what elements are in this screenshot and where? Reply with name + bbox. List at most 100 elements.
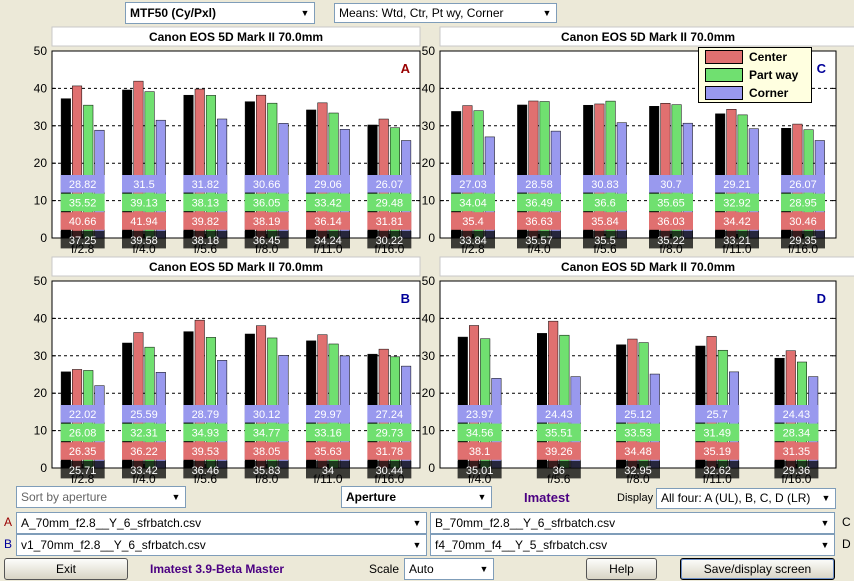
value-label-bg-corner xyxy=(244,405,289,423)
value-label-bg-center xyxy=(122,442,166,460)
value-label-center: 36.03 xyxy=(657,216,685,228)
y-tick-label: 0 xyxy=(40,231,47,245)
value-label-bg-overall xyxy=(715,230,759,249)
y-tick-label: 40 xyxy=(34,311,48,325)
file-c-select[interactable]: B_70mm_f2.8__Y_6_sfrbatch.csv ▼ xyxy=(430,512,835,534)
value-label-bg-center xyxy=(715,212,759,230)
legend-swatch-corner xyxy=(705,86,743,100)
value-label-center: 41.94 xyxy=(130,216,158,228)
file-a-select[interactable]: A_70mm_f2.8__Y_6_sfrbatch.csv ▼ xyxy=(16,512,427,534)
axis-select[interactable]: Aperture ▼ xyxy=(341,486,492,508)
y-tick-label: 20 xyxy=(34,156,48,170)
value-label-bg-overall xyxy=(451,230,495,249)
value-label-bg-part-way xyxy=(774,423,819,442)
value-label-bg-overall xyxy=(367,460,412,479)
y-tick-label: 40 xyxy=(422,311,436,325)
file-d-select[interactable]: f4_70mm_f4__Y_5_sfrbatch.csv ▼ xyxy=(430,534,835,556)
value-label-overall: 32.62 xyxy=(703,465,731,477)
value-label-bg-corner xyxy=(244,175,289,193)
value-label-bg-center xyxy=(451,212,495,230)
value-label-part-way: 33.53 xyxy=(624,428,652,440)
exit-button[interactable]: Exit xyxy=(4,558,128,580)
value-label-part-way: 32.31 xyxy=(130,428,158,440)
value-label-bg-center xyxy=(536,442,581,460)
value-label-overall: 33.84 xyxy=(459,235,487,247)
value-label-bg-part-way xyxy=(517,193,561,212)
file-d-letter: D xyxy=(842,537,851,551)
sort-select-value: Sort by aperture xyxy=(21,490,108,504)
value-label-bg-overall xyxy=(244,460,289,479)
y-tick-label: 40 xyxy=(422,81,436,95)
value-label-part-way: 34.77 xyxy=(253,428,281,440)
help-button[interactable]: Help xyxy=(586,558,657,580)
value-label-center: 39.26 xyxy=(545,446,573,458)
value-label-corner: 25.59 xyxy=(130,409,158,421)
value-label-corner: 29.06 xyxy=(314,179,342,191)
chart-title: Canon EOS 5D Mark II 70.0mm xyxy=(149,260,323,274)
panel-letter: D xyxy=(817,291,826,306)
y-tick-label: 10 xyxy=(34,424,48,438)
y-tick-label: 30 xyxy=(422,349,436,363)
value-label-bg-corner xyxy=(695,405,740,423)
y-tick-label: 10 xyxy=(422,424,436,438)
version-label: Imatest 3.9-Beta Master xyxy=(150,562,285,576)
means-select-value: Means: Wtd, Ctr, Pt wy, Corner xyxy=(339,6,504,20)
chart-title: Canon EOS 5D Mark II 70.0mm xyxy=(149,30,323,44)
chevron-down-icon: ▼ xyxy=(409,514,425,532)
value-label-center: 39.53 xyxy=(192,446,220,458)
value-label-bg-overall xyxy=(774,460,819,479)
value-label-bg-center xyxy=(583,212,627,230)
y-tick-label: 50 xyxy=(34,274,48,288)
value-label-part-way: 34.93 xyxy=(192,428,220,440)
value-label-corner: 30.83 xyxy=(591,179,619,191)
value-label-center: 30.46 xyxy=(789,216,817,228)
value-label-overall: 32.95 xyxy=(624,465,652,477)
value-label-corner: 27.03 xyxy=(459,179,487,191)
y-tick-label: 10 xyxy=(422,194,436,208)
chart-panel-a: Canon EOS 5D Mark II 70.0mm01020304050f/… xyxy=(34,26,421,255)
value-label-bg-center xyxy=(517,212,561,230)
value-label-bg-center xyxy=(649,212,693,230)
display-select-value: All four: A (UL), B, C, D (LR) xyxy=(661,491,811,505)
value-label-corner: 30.66 xyxy=(253,179,281,191)
value-label-part-way: 34.04 xyxy=(459,198,487,210)
value-label-bg-part-way xyxy=(60,193,105,212)
value-label-bg-center xyxy=(367,442,412,460)
value-label-center: 36.22 xyxy=(130,446,158,458)
metric-select-value: MTF50 (Cy/Pxl) xyxy=(130,6,217,20)
display-select[interactable]: All four: A (UL), B, C, D (LR) ▼ xyxy=(656,488,836,509)
value-label-bg-part-way xyxy=(306,193,350,212)
plot-area xyxy=(51,50,421,239)
value-label-bg-center xyxy=(695,442,740,460)
value-label-corner: 30.7 xyxy=(660,179,681,191)
sort-select[interactable]: Sort by aperture ▼ xyxy=(16,486,186,508)
value-label-corner: 28.79 xyxy=(192,409,220,421)
axis-select-value: Aperture xyxy=(346,490,397,504)
value-label-bg-part-way xyxy=(306,423,350,442)
value-label-overall: 29.35 xyxy=(789,235,817,247)
value-label-bg-overall xyxy=(695,460,740,479)
scale-select[interactable]: Auto ▼ xyxy=(404,558,494,580)
value-label-center: 26.35 xyxy=(69,446,97,458)
scale-select-value: Auto xyxy=(409,562,434,576)
value-label-part-way: 28.34 xyxy=(783,428,811,440)
save-display-button[interactable]: Save/display screen xyxy=(680,558,835,580)
value-label-bg-corner xyxy=(306,405,350,423)
value-label-bg-center xyxy=(122,212,166,230)
value-label-overall: 35.01 xyxy=(466,465,494,477)
value-label-corner: 22.02 xyxy=(69,409,97,421)
metric-select[interactable]: MTF50 (Cy/Pxl) ▼ xyxy=(125,2,315,24)
value-label-bg-part-way xyxy=(60,423,105,442)
means-select[interactable]: Means: Wtd, Ctr, Pt wy, Corner ▼ xyxy=(334,3,557,23)
value-label-bg-overall xyxy=(122,230,166,249)
value-label-bg-part-way xyxy=(183,423,228,442)
value-label-center: 40.66 xyxy=(69,216,97,228)
value-label-overall: 33.21 xyxy=(723,235,751,247)
file-b-select[interactable]: v1_70mm_f2.8__Y_6_sfrbatch.csv ▼ xyxy=(16,534,427,556)
value-label-bg-part-way xyxy=(367,423,412,442)
value-label-bg-corner xyxy=(715,175,759,193)
value-label-corner: 24.43 xyxy=(545,409,573,421)
legend-swatch-part-way xyxy=(705,68,743,82)
value-label-corner: 29.21 xyxy=(723,179,751,191)
file-b-value: v1_70mm_f2.8__Y_6_sfrbatch.csv xyxy=(21,538,206,552)
